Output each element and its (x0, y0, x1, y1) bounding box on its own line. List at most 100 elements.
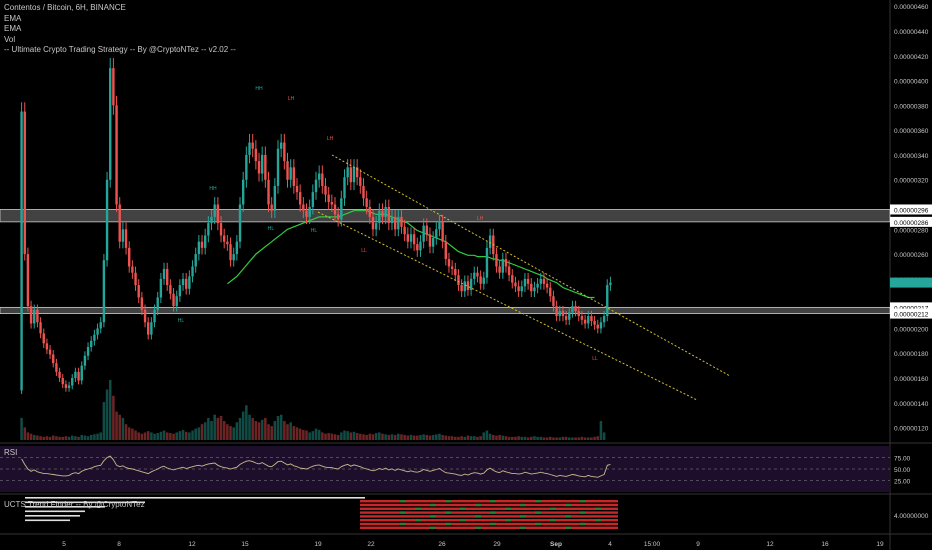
candle (333, 197, 337, 222)
legend-ema-2[interactable]: EMA (4, 24, 22, 33)
candle (175, 290, 178, 312)
candle (61, 374, 64, 389)
volume-bar (118, 414, 121, 440)
volume-bar (359, 433, 362, 440)
candle (422, 218, 425, 249)
candle (444, 234, 447, 266)
volume-bar (143, 432, 147, 440)
candle (599, 317, 603, 334)
volume-bar (121, 417, 125, 440)
ucts-cell (430, 515, 436, 518)
ucts-cell (595, 507, 601, 510)
candle-body (587, 316, 590, 324)
price-axis-tick: 0.00000140 (894, 401, 929, 408)
volume-bar (276, 416, 280, 440)
volume-bar (571, 437, 574, 440)
volume-bar (305, 430, 308, 440)
volume-bar (289, 422, 292, 440)
candle-body (42, 333, 45, 344)
candle-body (229, 244, 232, 261)
rsi-pane-label[interactable]: RSI (4, 448, 18, 457)
rsi-axis-tick: 75.00 (894, 456, 911, 463)
ucts-cell (595, 519, 601, 522)
candle (409, 227, 413, 249)
candle (466, 275, 470, 296)
candle-body (409, 234, 413, 242)
volume-bar (105, 389, 109, 440)
candle-body (340, 198, 343, 220)
volume-bar (593, 436, 596, 440)
candle (514, 276, 517, 293)
ucts-row (360, 526, 618, 529)
candle-body (257, 161, 261, 174)
legend-strategy[interactable]: -- Ultimate Crypto Trading Strategy -- B… (4, 45, 236, 54)
candle-body (207, 223, 210, 236)
volume-bar (169, 433, 172, 440)
price-axis-tick: 0.00000360 (894, 128, 929, 135)
candle-body (52, 354, 55, 364)
candle-body (181, 278, 185, 286)
ucts-pane-label[interactable]: UCTS Trend Finder -- By @CryptoNTez (4, 500, 145, 509)
candle (349, 159, 353, 191)
candle (571, 300, 574, 318)
volume-bar (20, 417, 23, 440)
ucts-cell (535, 500, 541, 503)
candle (596, 319, 599, 334)
ucts-row (360, 500, 618, 503)
candle (371, 209, 375, 237)
candle-body (86, 347, 90, 356)
volume-bar (599, 421, 603, 440)
volume-bar (213, 414, 216, 440)
candle-body (378, 210, 381, 224)
candle-body (571, 306, 574, 313)
volume-bar (371, 434, 375, 440)
price-axis-tick: 0.00000160 (894, 376, 929, 383)
volume-bar (235, 422, 239, 440)
candle-body (533, 287, 536, 292)
ucts-white-bar (25, 519, 70, 522)
candle-body (466, 281, 470, 291)
volume-bar (390, 434, 394, 440)
volume-bar (586, 437, 590, 440)
candle-body (583, 319, 587, 324)
candle (435, 222, 438, 245)
legend-volume[interactable]: Vol (4, 34, 16, 44)
candle (115, 95, 118, 212)
volume-bar (184, 431, 188, 440)
time-axis-tick: 5 (62, 541, 66, 548)
volume-bar (504, 436, 508, 440)
ema-line (227, 210, 595, 299)
candle-body (545, 283, 549, 288)
candle-body (422, 225, 425, 242)
candle (340, 190, 343, 227)
candle (450, 260, 454, 276)
candle-body (479, 276, 482, 284)
price-axis-tick: 0.00000460 (894, 4, 929, 11)
ucts-cell (430, 503, 436, 507)
volume-bar (352, 431, 356, 440)
candle-body (596, 324, 599, 329)
ucts-cell (565, 503, 571, 507)
candle-body (105, 179, 109, 261)
ucts-cell (565, 526, 571, 529)
candle (64, 380, 68, 392)
legend-ema-1[interactable]: EMA (4, 13, 22, 23)
candle-body (463, 281, 466, 292)
volume-bar (32, 434, 36, 440)
candle-body (495, 254, 498, 267)
ucts-cell (400, 522, 406, 526)
candle-body (552, 296, 555, 307)
volume-bar (422, 434, 425, 440)
candle (298, 184, 302, 212)
candle (504, 252, 508, 273)
candle-body (137, 285, 140, 298)
volume-bar (61, 436, 65, 440)
price-axis-tick: 0.00000280 (894, 227, 929, 234)
volume-bar (501, 435, 505, 440)
candle (412, 227, 416, 251)
legend-symbol[interactable]: Contentos / Bitcoin, 6H, BINANCE (4, 3, 126, 12)
candle-body (454, 268, 457, 276)
pivot-label: LH (288, 96, 295, 102)
ucts-cell (475, 503, 481, 507)
